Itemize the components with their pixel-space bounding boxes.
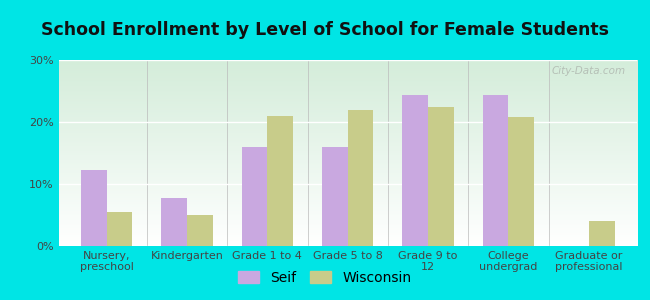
Legend: Seif, Wisconsin: Seif, Wisconsin [233, 265, 417, 290]
Bar [161, 198, 187, 246]
Bar [81, 170, 107, 246]
Text: City-Data.com: City-Data.com [551, 66, 625, 76]
Bar [589, 221, 614, 246]
Bar [428, 106, 454, 246]
Bar [483, 95, 508, 246]
Bar [267, 116, 293, 246]
Bar [242, 147, 267, 246]
Bar [187, 215, 213, 246]
Bar [107, 212, 133, 246]
Bar [322, 147, 348, 246]
Text: School Enrollment by Level of School for Female Students: School Enrollment by Level of School for… [41, 21, 609, 39]
Bar [402, 95, 428, 246]
Bar [348, 110, 374, 246]
Bar [508, 117, 534, 246]
